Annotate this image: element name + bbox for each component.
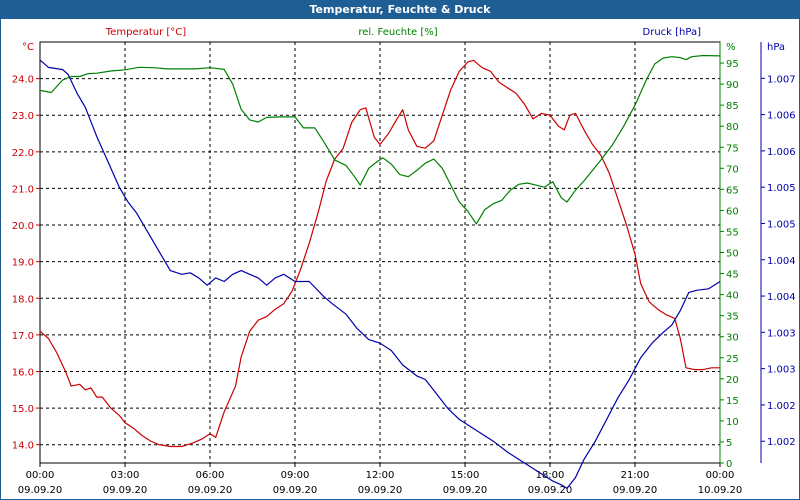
- pressure-tick-label: 1.003: [767, 328, 796, 339]
- x-tick-label-time: 09:00: [281, 470, 310, 481]
- humidity-tick-label: 80: [726, 122, 739, 133]
- x-tick-label-time: 18:00: [536, 470, 565, 481]
- humidity-tick-label: 75: [726, 143, 739, 154]
- temp-tick-label: 24.0: [12, 75, 34, 86]
- temp-unit-label: °C: [22, 42, 34, 53]
- pressure-axis-title: Druck [hPa]: [643, 27, 702, 38]
- humidity-tick-label: 65: [726, 185, 739, 196]
- temp-tick-label: 20.0: [12, 221, 34, 232]
- pressure-tick-label: 1.003: [767, 365, 796, 376]
- x-tick-label-time: 00:00: [26, 470, 55, 481]
- pressure-tick-label: 1.002: [767, 401, 796, 412]
- x-tick-label-date: 09.09.20: [613, 485, 658, 496]
- temp-tick-label: 19.0: [12, 258, 34, 269]
- humidity-tick-label: 70: [726, 164, 739, 175]
- x-tick-label-date: 09.09.20: [18, 485, 63, 496]
- humidity-tick-label: 95: [726, 59, 739, 70]
- temp-tick-label: 23.0: [12, 111, 34, 122]
- pressure-tick-label: 1.005: [767, 219, 796, 230]
- x-tick-label-date: 09.09.20: [358, 485, 403, 496]
- pressure-tick-label: 1.006: [767, 111, 796, 122]
- humidity-tick-label: 40: [726, 291, 739, 302]
- humidity-tick-label: 85: [726, 101, 739, 112]
- humidity-line: [39, 54, 721, 225]
- humidity-tick-label: 55: [726, 227, 739, 238]
- x-tick-label-date: 10.09.20: [698, 485, 743, 496]
- humidity-tick-label: 15: [726, 396, 739, 407]
- x-tick-label-time: 21:00: [621, 470, 650, 481]
- window-title: Temperatur, Feuchte & Druck: [1, 1, 799, 19]
- humidity-tick-label: 0: [726, 459, 732, 470]
- x-tick-label-time: 12:00: [366, 470, 395, 481]
- pressure-tick-label: 1.004: [767, 256, 796, 267]
- humidity-tick-label: 60: [726, 206, 739, 217]
- humidity-tick-label: 45: [726, 270, 739, 281]
- pressure-tick-label: 1.002: [767, 437, 796, 448]
- temp-tick-label: 14.0: [12, 441, 34, 452]
- x-tick-label-date: 09.09.20: [103, 485, 148, 496]
- pressure-unit-label: hPa: [767, 42, 785, 53]
- humidity-tick-label: 35: [726, 312, 739, 323]
- temp-axis-title: Temperatur [°C]: [105, 27, 186, 38]
- x-tick-label-time: 06:00: [196, 470, 225, 481]
- temperature-line: [39, 59, 720, 448]
- x-tick-label-date: 09.09.20: [188, 485, 233, 496]
- humidity-tick-label: 10: [726, 417, 739, 428]
- humidity-tick-label: 30: [726, 333, 739, 344]
- humidity-tick-label: 25: [726, 354, 739, 365]
- x-tick-label-date: 09.09.20: [528, 485, 573, 496]
- x-tick-label-date: 09.09.20: [443, 485, 488, 496]
- x-tick-label-date: 09.09.20: [273, 485, 318, 496]
- x-tick-label-time: 00:00: [706, 470, 735, 481]
- x-tick-label-time: 03:00: [111, 470, 140, 481]
- humidity-unit-label: %: [726, 42, 736, 53]
- temp-tick-label: 16.0: [12, 367, 34, 378]
- humidity-tick-label: 50: [726, 249, 739, 260]
- temp-tick-label: 18.0: [12, 294, 34, 305]
- humidity-tick-label: 90: [726, 80, 739, 91]
- pressure-line: [39, 59, 721, 489]
- temp-tick-label: 15.0: [12, 404, 34, 415]
- pressure-tick-label: 1.007: [767, 74, 796, 85]
- temp-tick-label: 21.0: [12, 184, 34, 195]
- temp-tick-label: 22.0: [12, 148, 34, 159]
- x-tick-label-time: 15:00: [451, 470, 480, 481]
- pressure-tick-label: 1.006: [767, 147, 796, 158]
- temp-tick-label: 17.0: [12, 331, 34, 342]
- humidity-axis-title: rel. Feuchte [%]: [358, 27, 437, 38]
- humidity-tick-label: 20: [726, 375, 739, 386]
- humidity-tick-label: 5: [726, 438, 732, 449]
- pressure-tick-label: 1.004: [767, 292, 796, 303]
- pressure-tick-label: 1.005: [767, 183, 796, 194]
